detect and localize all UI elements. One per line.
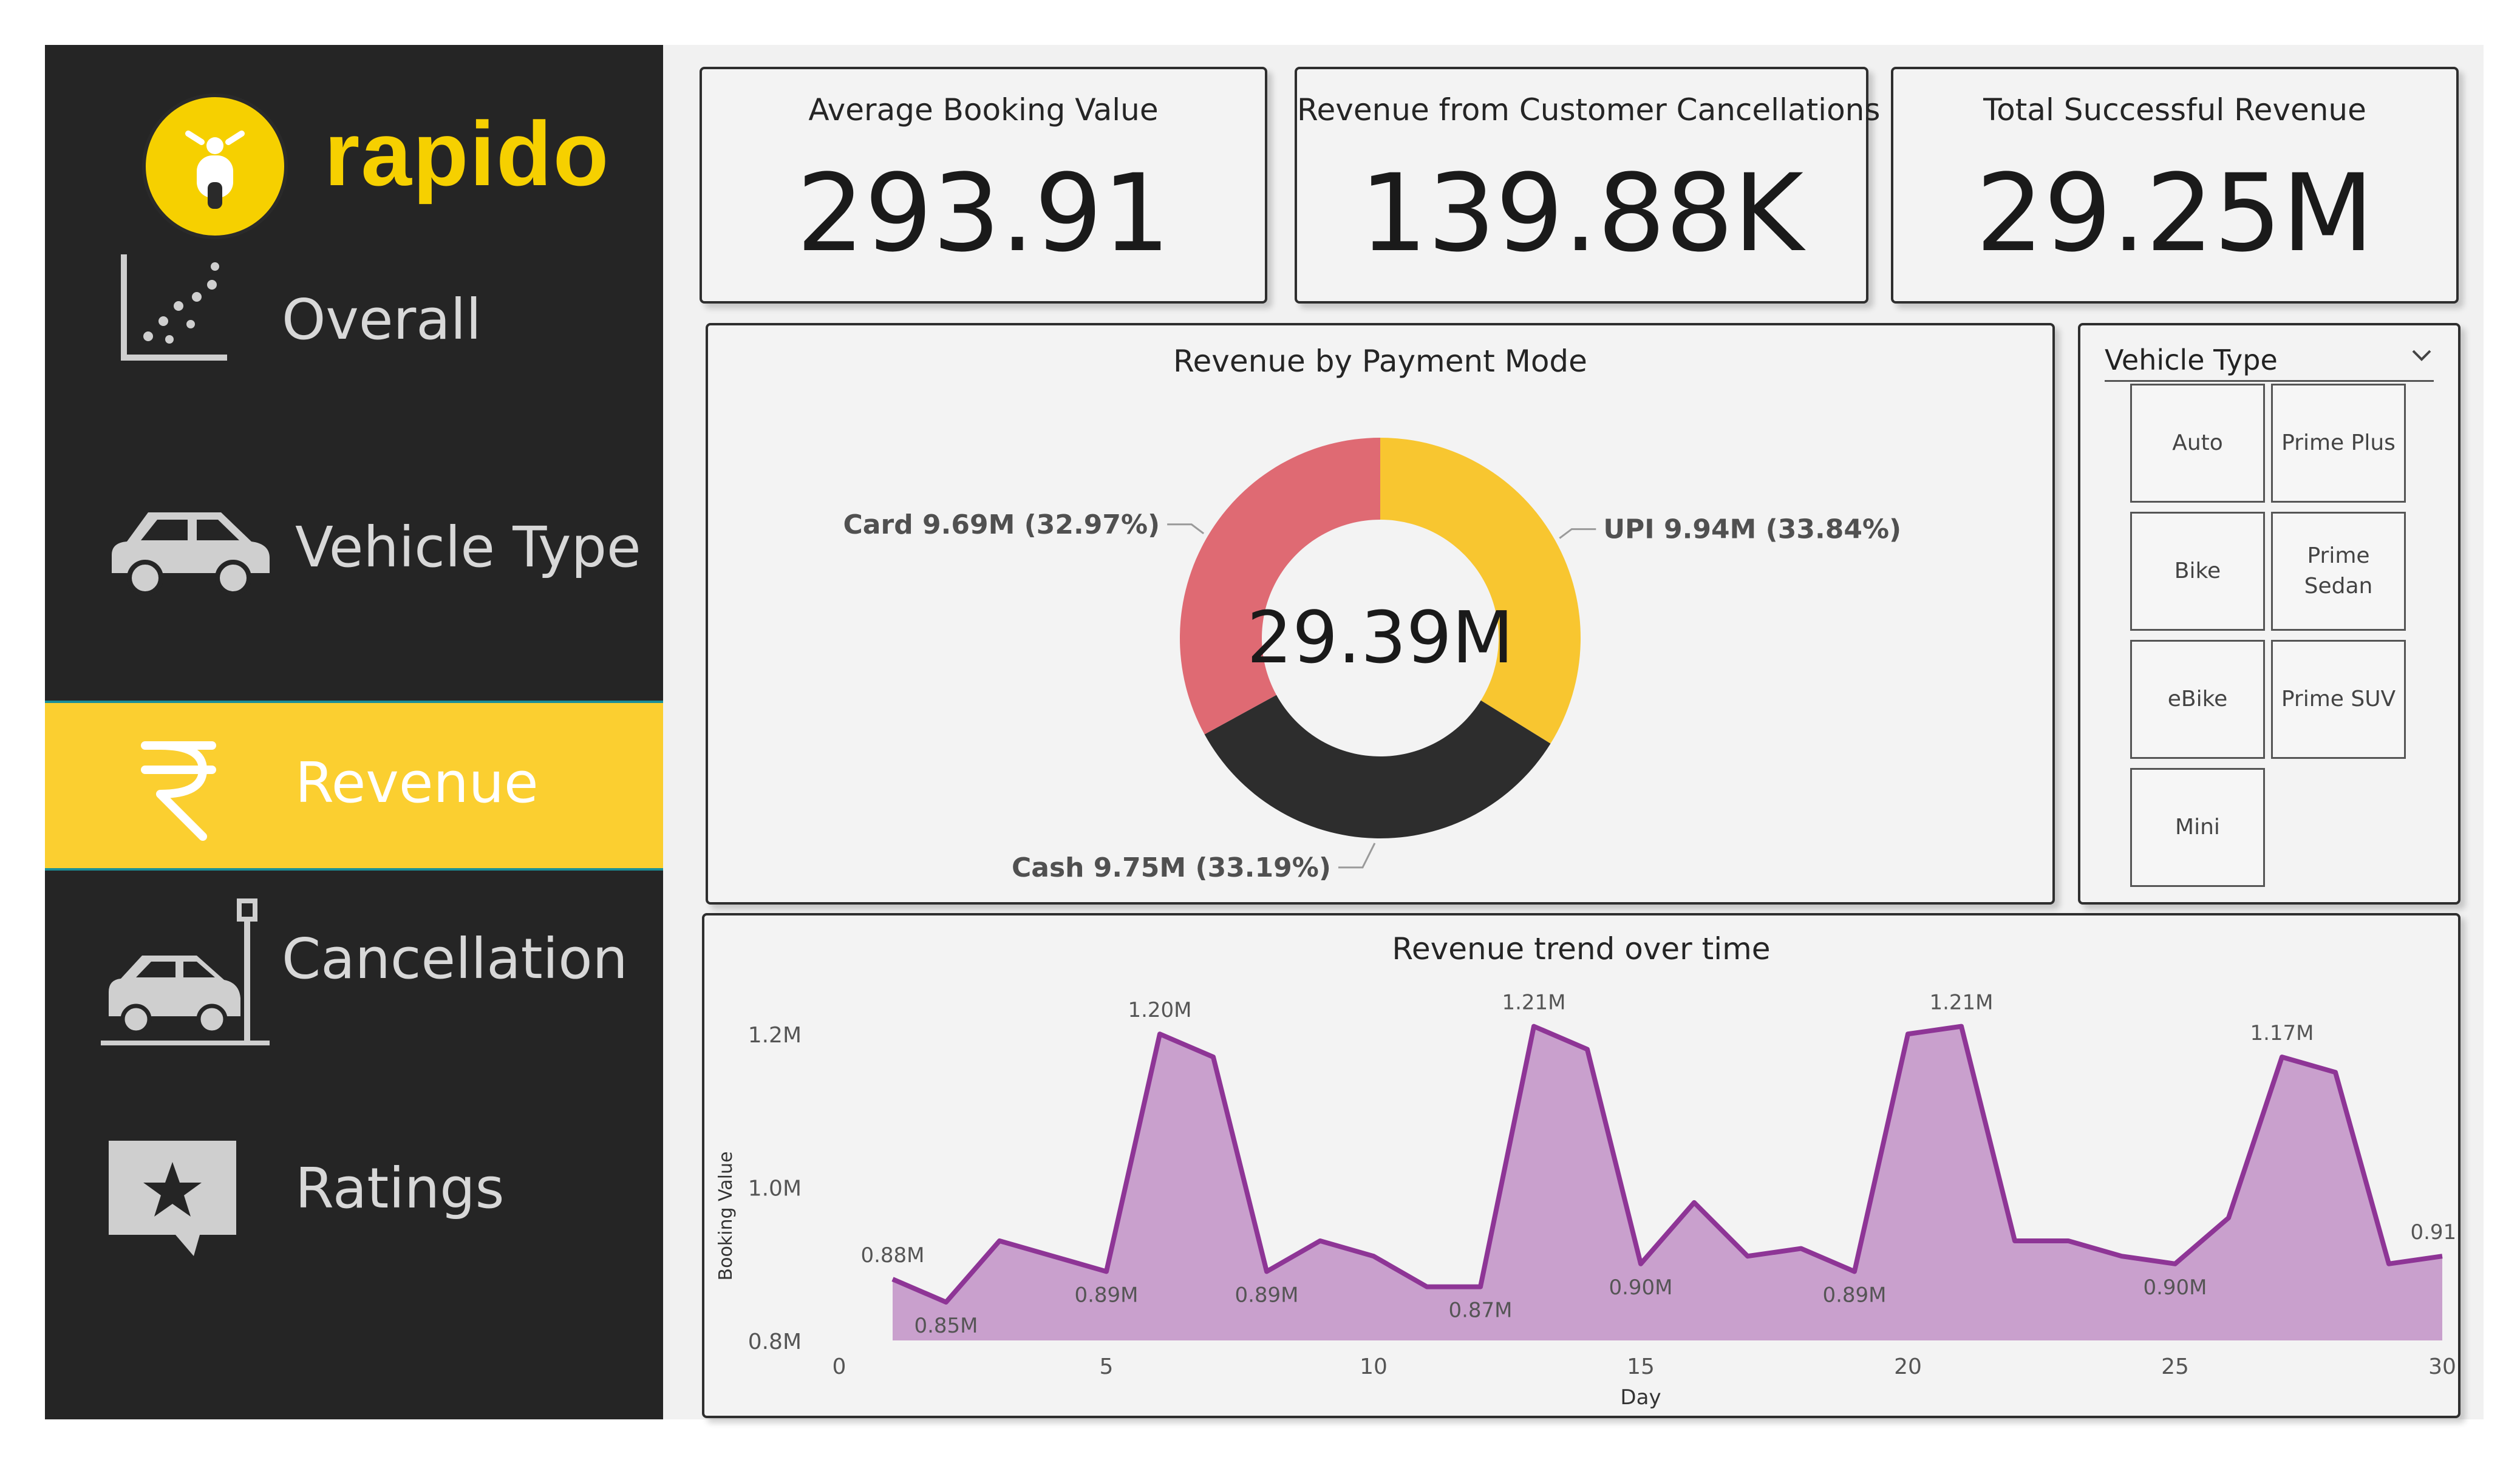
sidebar: rapido Overall Vehicle Type Revenue (45, 45, 663, 1419)
slicer-title: Vehicle Type (2105, 344, 2278, 376)
chart-title: Revenue trend over time (1392, 931, 1771, 966)
kpi-title: Total Successful Revenue (1983, 92, 2366, 127)
kpi-card-total-successful-revenue: Total Successful Revenue 29.25M (1891, 67, 2459, 304)
kpi-value: 29.25M (1975, 151, 2374, 276)
donut-center-value: 29.39M (1247, 596, 1514, 679)
donut-leader-line (1167, 523, 1205, 534)
point-data-label: 0.89M (1234, 1283, 1298, 1307)
point-data-label: 0.90M (1609, 1275, 1672, 1300)
slicer-option-auto[interactable]: Auto (2130, 384, 2265, 503)
y-tick-label: 0.8M (748, 1330, 802, 1354)
y-axis-title: Booking Value (715, 1152, 737, 1281)
x-tick-label: 0 (833, 1354, 846, 1379)
area-chart: 0.8M 1.0M 1.2M 0 5 10 15 20 25 30 Day Booking Value… (715, 991, 2458, 1410)
nav-label-overall: Overall (282, 287, 482, 352)
rupee-icon (141, 741, 216, 841)
star-message-icon (109, 1141, 236, 1256)
nav-item-cancellation[interactable]: Cancellation (45, 898, 663, 1077)
area-chart-card: Revenue trend over time 0.8M 1.0M 1.2M 0 5 10… (702, 913, 2460, 1418)
nav-label-ratings: Ratings (295, 1156, 505, 1221)
x-tick-label: 5 (1100, 1354, 1114, 1379)
kpi-title: Revenue from Customer Cancellations (1297, 92, 1881, 127)
donut-slice-card (1180, 438, 1380, 735)
point-data-label: 0.91M (2410, 1220, 2458, 1245)
chart-title: Revenue by Payment Mode (1173, 344, 1587, 379)
donut-leader-line (1559, 528, 1596, 539)
nav-item-revenue[interactable]: Revenue (45, 701, 663, 871)
donut-chart-card: Revenue by Payment Mode 29.39M UPI 9.94M … (706, 323, 2055, 905)
x-tick-label: 15 (1627, 1354, 1655, 1379)
area-fill (893, 1026, 2442, 1340)
scatter-chart-icon (121, 254, 227, 361)
donut-data-label: Card 9.69M (32.97%) (843, 509, 1160, 540)
donut-chart: 29.39M UPI 9.94M (33.84%) Cash 9.75M (33.1… (843, 438, 1901, 883)
x-axis-title: Day (1620, 1385, 1661, 1410)
point-data-label: 0.88M (860, 1243, 924, 1268)
y-tick-label: 1.0M (748, 1177, 802, 1201)
car-icon (112, 512, 270, 596)
slicer-option-bike[interactable]: Bike (2130, 512, 2265, 631)
chevron-down-icon[interactable] (2409, 342, 2434, 367)
point-data-label: 0.90M (2143, 1275, 2207, 1300)
x-tick-label: 25 (2161, 1354, 2189, 1379)
x-tick-label: 10 (1360, 1354, 1388, 1379)
scooter-logo-icon (142, 93, 288, 239)
main-panel: Average Booking Value 293.91 Revenue fro… (663, 45, 2484, 1419)
brand-name: rapido (324, 103, 610, 205)
point-data-label: 0.89M (1822, 1283, 1886, 1307)
nav-item-ratings[interactable]: Ratings (45, 1132, 663, 1302)
x-tick-label: 30 (2428, 1354, 2456, 1379)
point-data-label: 1.21M (1502, 991, 1565, 1015)
nav-label-vehicle-type: Vehicle Type (295, 515, 641, 580)
kpi-card-average-booking-value: Average Booking Value 293.91 (700, 67, 1267, 304)
point-data-label: 1.21M (1929, 991, 1993, 1015)
nav-label-cancellation: Cancellation (282, 926, 628, 991)
point-data-label: 0.89M (1074, 1283, 1138, 1307)
nav-item-vehicle-type[interactable]: Vehicle Type (45, 506, 663, 676)
rapido-logo: rapido (100, 69, 658, 239)
donut-leader-line (1338, 843, 1376, 869)
point-data-label: 1.17M (2250, 1021, 2314, 1045)
donut-slice-cash (1204, 695, 1551, 838)
y-tick-label: 1.2M (748, 1023, 802, 1048)
kpi-title: Average Booking Value (808, 92, 1159, 127)
point-data-label: 0.87M (1448, 1299, 1512, 1323)
slicer-option-prime-suv[interactable]: Prime SUV (2271, 640, 2406, 759)
car-crash-icon (101, 898, 270, 1045)
slicer-option-ebike[interactable]: eBike (2130, 640, 2265, 759)
donut-data-label: UPI 9.94M (33.84%) (1603, 514, 1901, 545)
vehicle-type-slicer: Vehicle Type Auto Prime Plus Bike Prime … (2078, 323, 2460, 905)
kpi-value: 139.88K (1359, 151, 1804, 276)
slicer-option-mini[interactable]: Mini (2130, 768, 2265, 887)
slicer-option-prime-sedan[interactable]: Prime Sedan (2271, 512, 2406, 631)
donut-data-label: Cash 9.75M (33.19%) (1012, 852, 1331, 883)
x-tick-label: 20 (1894, 1354, 1922, 1379)
kpi-value: 293.91 (796, 151, 1171, 276)
point-data-label: 1.20M (1128, 998, 1191, 1022)
slicer-header[interactable]: Vehicle Type (2105, 344, 2434, 382)
kpi-card-cancellation-revenue: Revenue from Customer Cancellations 139.… (1295, 67, 1881, 304)
area-series-line (891, 1024, 2443, 1305)
point-data-label: 0.85M (914, 1314, 978, 1338)
donut-slice-upi (1380, 438, 1581, 744)
slicer-option-prime-plus[interactable]: Prime Plus (2271, 384, 2406, 503)
nav-label-revenue: Revenue (295, 750, 539, 815)
nav-item-overall[interactable]: Overall (45, 254, 663, 455)
